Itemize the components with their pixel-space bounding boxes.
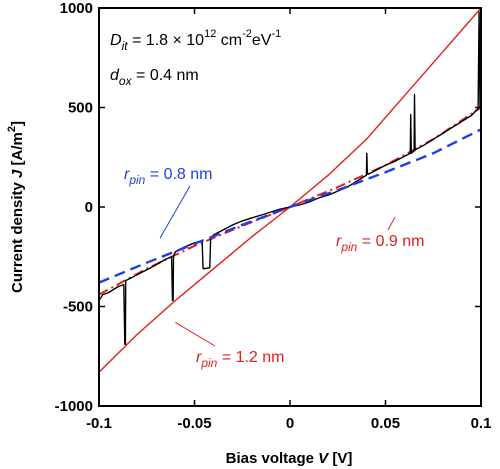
y-axis-title: Current density J [A/m2] xyxy=(6,121,26,293)
y-tick-label: -500 xyxy=(63,299,93,316)
series-layer xyxy=(98,7,482,373)
series-line-measured xyxy=(98,11,482,365)
x-tick-label: 0.1 xyxy=(471,415,492,432)
param-dox: dox = 0.4 nm xyxy=(110,67,199,88)
series-line-rpin-08 xyxy=(98,128,482,284)
x-axis-title: Bias voltage V [V] xyxy=(226,450,353,467)
annotation-rpin-08: rpin = 0.8 nm xyxy=(124,166,213,187)
series-line-rpin-12 xyxy=(98,7,482,373)
annotation-rpin-12: rpin = 1.2 nm xyxy=(196,349,285,370)
y-tick-label: -1000 xyxy=(55,398,93,415)
y-tick-label: 500 xyxy=(68,100,93,117)
x-tick-label: -0.1 xyxy=(86,415,112,432)
annotation-pointer-rpin-08 xyxy=(159,185,191,239)
y-tick-label: 1000 xyxy=(60,0,93,17)
annotation-pointer-rpin-12 xyxy=(175,321,216,347)
x-tick-label: -0.05 xyxy=(177,415,211,432)
param-dit: Dit = 1.8 × 1012 cm-2eV-1 xyxy=(110,28,281,53)
annotation-pointer-rpin-09 xyxy=(387,216,396,231)
annotation-rpin-09: rpin = 0.9 nm xyxy=(336,233,425,254)
y-tick-label: 0 xyxy=(85,199,93,216)
x-tick-label: 0.05 xyxy=(371,415,400,432)
series-line-rpin-09 xyxy=(98,106,482,296)
tick-layer: -0.1 -0.05 0 0.05 0.1 -1000 -500 0 500 1000 xyxy=(55,0,492,432)
x-tick-label: 0 xyxy=(286,415,294,432)
